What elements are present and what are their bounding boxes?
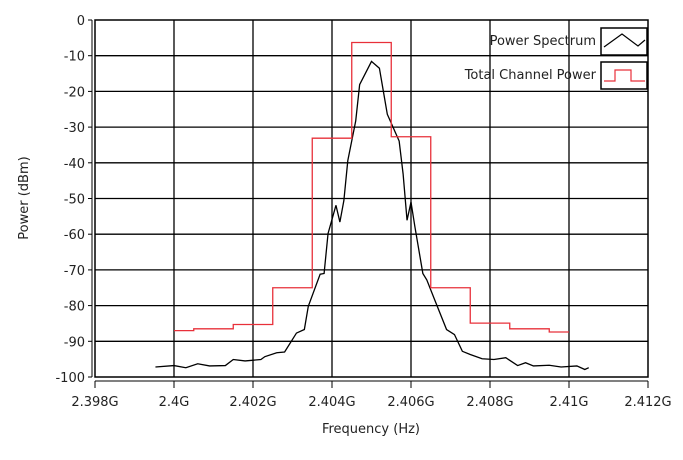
legend-swatch <box>604 69 645 82</box>
y-tick-label: 0 <box>77 14 85 29</box>
y-tick-label: -40 <box>64 157 85 172</box>
grid <box>95 20 648 377</box>
series-total-channel-power <box>174 41 569 333</box>
y-tick-label: -60 <box>64 228 85 243</box>
y-tick-label: -30 <box>64 121 85 136</box>
x-tick-label: 2.4G <box>159 395 190 410</box>
y-tick-label: -20 <box>64 85 85 100</box>
y-axis: 0 -10 -20 -30 -40 -50 -60 -70 -80 -90 -100 <box>55 14 93 386</box>
y-tick-label: -70 <box>64 264 85 279</box>
x-tick-label: 2.406G <box>387 395 434 410</box>
x-axis-label: Frequency (Hz) <box>322 422 420 437</box>
y-tick-label: -10 <box>64 50 85 65</box>
series <box>155 41 590 371</box>
series-power-spectrum <box>155 60 590 371</box>
x-axis: 2.398G 2.4G 2.402G 2.404G 2.406G 2.408G 2.41G 2… <box>71 380 672 410</box>
y-tick-label: -90 <box>64 335 85 350</box>
legend-swatch-box <box>600 27 648 56</box>
y-axis-label: Power (dBm) <box>17 156 32 239</box>
x-tick-label: 2.404G <box>308 395 355 410</box>
y-tick-label: -100 <box>55 371 85 386</box>
x-tick-label: 2.408G <box>466 395 513 410</box>
legend: Power Spectrum Total Channel Power <box>464 27 648 90</box>
y-tick-label: -80 <box>64 300 85 315</box>
x-tick-label: 2.41G <box>549 395 588 410</box>
x-tick-label: 2.412G <box>624 395 671 410</box>
legend-label: Total Channel Power <box>464 68 597 83</box>
y-tick-label: -50 <box>64 193 85 208</box>
x-tick-label: 2.398G <box>71 395 118 410</box>
legend-swatch-box <box>600 61 648 90</box>
x-tick-label: 2.402G <box>229 395 276 410</box>
legend-label: Power Spectrum <box>490 34 596 49</box>
legend-swatch <box>603 33 646 48</box>
